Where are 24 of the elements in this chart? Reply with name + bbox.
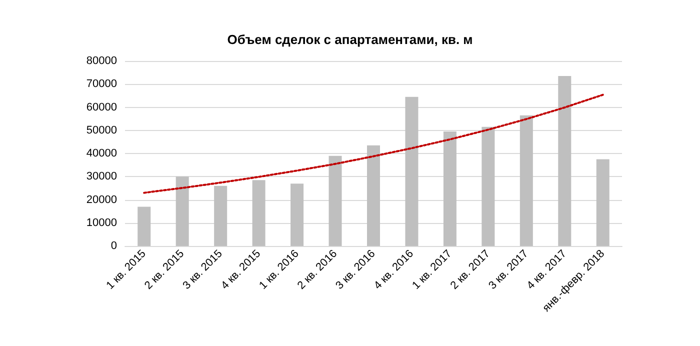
bar: [520, 115, 533, 246]
y-tick-label: 80000: [86, 55, 117, 67]
y-tick-label: 20000: [86, 194, 117, 206]
y-tick-label: 70000: [86, 78, 117, 90]
y-tick-label: 60000: [86, 101, 117, 114]
y-tick-label: 50000: [86, 124, 117, 136]
y-tick-label: 0: [110, 240, 117, 252]
bar: [443, 132, 456, 246]
y-tick-label: 40000: [86, 148, 117, 160]
y-tick-label: 30000: [86, 170, 117, 183]
bar: [558, 76, 572, 246]
bar: [252, 180, 266, 246]
bar: [138, 206, 151, 246]
bar: [328, 156, 342, 246]
bar: [405, 96, 418, 246]
bar: [290, 184, 304, 246]
bar: [367, 145, 380, 246]
bar: [214, 186, 228, 246]
chart-title: Объем сделок с апартаментами, кв. м: [227, 32, 473, 47]
bar: [176, 176, 189, 246]
line-series: [143, 94, 604, 194]
bar: [596, 159, 610, 246]
bar: [482, 126, 495, 246]
y-tick-label: 10000: [86, 216, 117, 229]
